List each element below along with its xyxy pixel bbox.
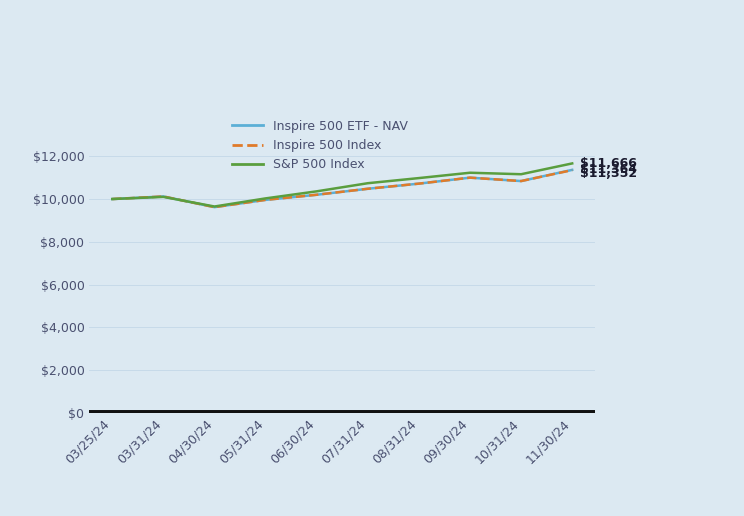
Inspire 500 ETF - NAV bbox=[466, 174, 475, 181]
Inspire 500 Index bbox=[568, 167, 577, 173]
Text: $11,364: $11,364 bbox=[580, 164, 637, 176]
Inspire 500 Index bbox=[414, 181, 423, 187]
S&P 500 Index bbox=[159, 194, 168, 200]
S&P 500 Index bbox=[568, 160, 577, 167]
Line: S&P 500 Index: S&P 500 Index bbox=[112, 164, 572, 206]
Inspire 500 Index bbox=[466, 174, 475, 181]
Inspire 500 ETF - NAV bbox=[261, 197, 270, 203]
Inspire 500 Index bbox=[516, 178, 525, 184]
S&P 500 Index bbox=[261, 195, 270, 201]
S&P 500 Index bbox=[210, 203, 219, 209]
Text: $11,666: $11,666 bbox=[580, 157, 637, 170]
Line: Inspire 500 ETF - NAV: Inspire 500 ETF - NAV bbox=[112, 170, 572, 207]
Inspire 500 Index bbox=[108, 196, 117, 202]
S&P 500 Index bbox=[363, 180, 372, 186]
Inspire 500 ETF - NAV bbox=[312, 191, 321, 198]
Inspire 500 Index bbox=[312, 191, 321, 198]
Inspire 500 ETF - NAV bbox=[159, 194, 168, 200]
Inspire 500 ETF - NAV bbox=[363, 186, 372, 192]
Inspire 500 Index bbox=[363, 186, 372, 192]
Inspire 500 ETF - NAV bbox=[516, 178, 525, 184]
Inspire 500 Index bbox=[159, 194, 168, 200]
Inspire 500 ETF - NAV bbox=[108, 196, 117, 202]
S&P 500 Index bbox=[108, 196, 117, 202]
Line: Inspire 500 Index: Inspire 500 Index bbox=[112, 170, 572, 207]
S&P 500 Index bbox=[414, 175, 423, 181]
Text: $11,352: $11,352 bbox=[580, 167, 637, 180]
Inspire 500 ETF - NAV bbox=[568, 167, 577, 173]
Legend: Inspire 500 ETF - NAV, Inspire 500 Index, S&P 500 Index: Inspire 500 ETF - NAV, Inspire 500 Index… bbox=[232, 120, 408, 171]
S&P 500 Index bbox=[312, 188, 321, 195]
Inspire 500 ETF - NAV bbox=[210, 204, 219, 210]
S&P 500 Index bbox=[516, 171, 525, 178]
Inspire 500 Index bbox=[261, 197, 270, 203]
S&P 500 Index bbox=[466, 170, 475, 176]
Inspire 500 ETF - NAV bbox=[414, 181, 423, 187]
Inspire 500 Index bbox=[210, 204, 219, 210]
